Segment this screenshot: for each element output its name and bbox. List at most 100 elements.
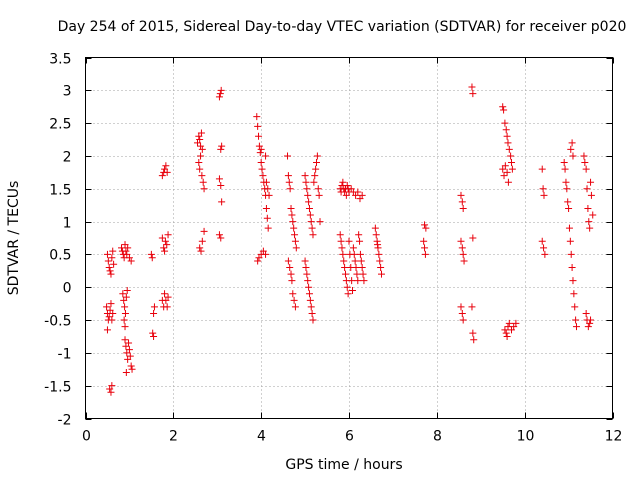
data-point: [291, 303, 299, 311]
data-point: [504, 139, 512, 147]
data-point: [569, 152, 577, 160]
data-point: [308, 309, 316, 317]
data-point: [291, 237, 299, 245]
data-point: [150, 309, 158, 317]
data-point: [122, 247, 130, 255]
x-tick-label: 8: [433, 429, 442, 445]
data-point: [104, 257, 112, 265]
data-point: [302, 264, 310, 272]
data-point: [292, 244, 300, 252]
ticks: 0 2 4 6 8 10 12 -2 -1.5 -1 -0.5 0 0.5 1 1.5 2 2.5 3 3.5: [44, 52, 622, 445]
data-point: [301, 257, 309, 265]
data-point: [469, 329, 477, 337]
data-point: [421, 221, 429, 229]
data-point: [505, 145, 513, 153]
data-point: [285, 178, 293, 186]
data-point: [119, 290, 127, 298]
data-point: [121, 336, 129, 344]
data-point: [198, 145, 206, 153]
data-point: [459, 204, 467, 212]
data-point: [470, 336, 478, 344]
data-point: [284, 152, 292, 160]
x-tick-label: 6: [345, 429, 354, 445]
data-point: [344, 290, 352, 298]
data-point: [311, 172, 319, 180]
data-point: [264, 224, 272, 232]
data-point: [421, 244, 429, 252]
data-point: [161, 247, 169, 255]
data-point: [358, 191, 366, 199]
data-point: [125, 339, 133, 347]
data-point: [349, 244, 357, 252]
data-point: [501, 119, 509, 127]
data-point: [218, 198, 226, 206]
data-point: [314, 185, 322, 193]
data-point: [505, 319, 513, 327]
data-point: [197, 247, 205, 255]
data-point: [422, 224, 430, 232]
data-point: [254, 257, 262, 265]
data-point: [103, 250, 111, 258]
data-point: [108, 382, 116, 390]
x-tick-label: 2: [169, 429, 178, 445]
data-point: [163, 303, 171, 311]
data-point: [286, 185, 294, 193]
data-point: [589, 211, 597, 219]
data-point: [508, 165, 516, 173]
data-point: [305, 290, 313, 298]
data-point: [196, 165, 204, 173]
y-tick-label: 2.5: [49, 117, 71, 133]
data-point: [310, 178, 318, 186]
x-axis-label: GPS time / hours: [285, 457, 402, 473]
data-point: [161, 290, 169, 298]
data-point: [502, 126, 510, 134]
data-point: [217, 234, 225, 242]
data-point: [288, 277, 296, 285]
data-point: [583, 185, 591, 193]
data-point: [567, 145, 575, 153]
data-point: [337, 237, 345, 245]
data-point: [308, 224, 316, 232]
data-point: [504, 178, 512, 186]
y-tick-label: 3: [63, 84, 72, 100]
data-point: [302, 178, 310, 186]
data-point: [355, 231, 363, 239]
data-point: [306, 296, 314, 304]
data-point: [580, 152, 588, 160]
data-point: [587, 316, 595, 324]
data-point: [103, 326, 111, 334]
data-point: [257, 145, 265, 153]
data-point: [358, 264, 366, 272]
data-point: [584, 204, 592, 212]
plot-frame: [85, 57, 613, 419]
data-point: [258, 165, 266, 173]
data-point: [341, 270, 349, 278]
data-point: [468, 303, 476, 311]
data-point: [375, 250, 383, 258]
data-point: [501, 326, 509, 334]
data-point: [262, 178, 270, 186]
data-point: [541, 250, 549, 258]
data-point: [348, 277, 356, 285]
data-point: [354, 188, 362, 196]
data-point: [350, 250, 358, 258]
data-point: [586, 224, 594, 232]
data-point: [372, 231, 380, 239]
data-point: [460, 257, 468, 265]
data-point: [357, 257, 365, 265]
data-point: [263, 214, 271, 222]
data-point: [309, 316, 317, 324]
data-point: [359, 270, 367, 278]
data-point: [160, 244, 168, 252]
data-point: [563, 185, 571, 193]
data-point: [507, 152, 515, 160]
x-tick-label: 12: [605, 429, 623, 445]
data-point: [301, 172, 309, 180]
data-point: [215, 231, 223, 239]
data-point: [377, 264, 385, 272]
data-point: [571, 303, 579, 311]
data-point: [307, 218, 315, 226]
data-point: [312, 165, 320, 173]
data-point: [502, 329, 510, 337]
data-point: [420, 237, 428, 245]
